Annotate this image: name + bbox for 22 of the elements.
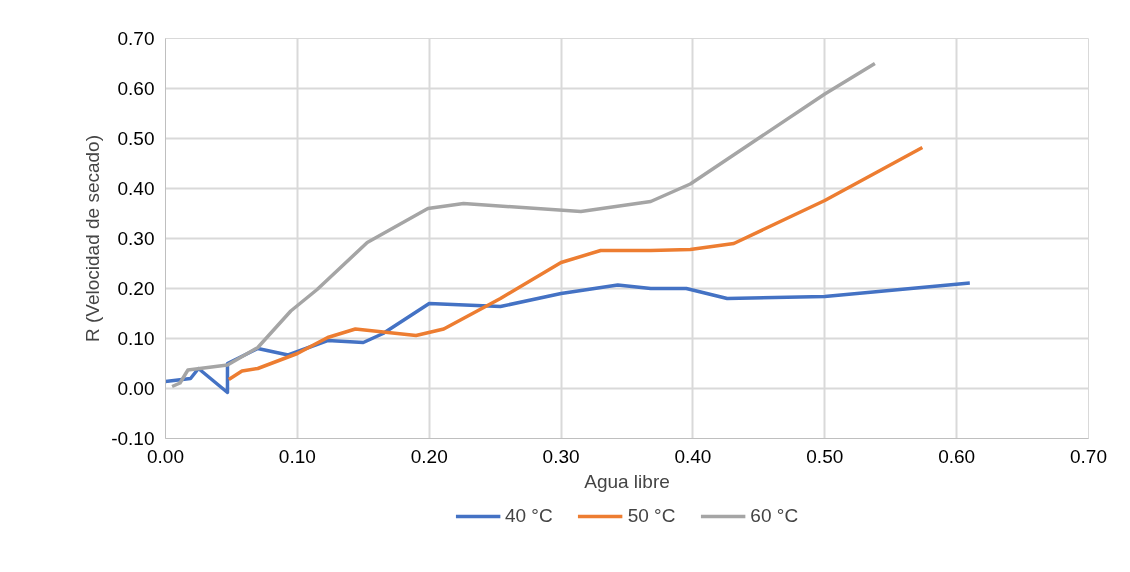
y-tick-label: 0.50: [117, 128, 155, 149]
legend-label: 60 °C: [750, 505, 799, 527]
y-tick-label: 0.40: [117, 178, 155, 199]
x-tick-label: 0.30: [542, 445, 580, 467]
legend-label: 50 °C: [627, 505, 676, 527]
x-tick-label: 0.50: [806, 445, 844, 467]
x-tick-label: 0.10: [278, 445, 316, 467]
x-tick-label: 0.20: [410, 445, 448, 467]
line-series: [170, 61, 877, 389]
x-tick-label: 0.60: [938, 445, 976, 467]
legend-label: 40 °C: [504, 505, 553, 527]
y-tick-label: 0.00: [117, 378, 155, 399]
x-tick-label: 0.70: [1070, 445, 1107, 467]
y-tick-label: 0.70: [117, 28, 155, 49]
y-tick-label: 0.20: [117, 278, 155, 299]
x-axis-title: Agua libre: [584, 470, 670, 492]
y-tick-label: 0.30: [117, 228, 155, 249]
y-tick-label: 0.60: [117, 78, 155, 99]
line-series: [227, 145, 925, 382]
x-tick-label: 0.40: [674, 445, 712, 467]
y-axis-title: R (Velocidad de secado): [82, 134, 104, 343]
y-tick-label: 0.10: [117, 328, 155, 349]
